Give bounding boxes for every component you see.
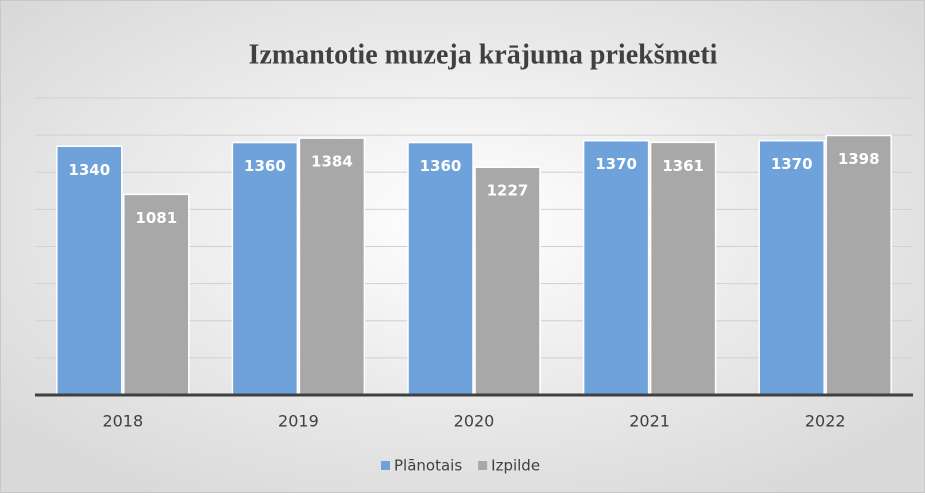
bar [298,137,366,396]
data-label: 1081 [135,209,177,227]
legend-swatch [381,461,390,470]
bar [407,141,474,396]
bar [474,166,541,396]
bar [758,139,825,396]
data-label: 1398 [838,150,880,168]
x-tick-label: 2021 [629,412,670,431]
x-tick-label: 2022 [805,412,846,431]
data-label: 1227 [487,182,529,200]
bar [582,139,650,396]
x-tick-label: 2018 [102,412,143,431]
data-label: 1360 [420,157,462,175]
legend-label: Plānotais [394,457,462,475]
data-label: 1384 [311,153,353,171]
bar [825,134,892,396]
data-label: 1340 [68,161,110,179]
data-label: 1361 [662,157,704,175]
bar [56,145,123,396]
x-tick-label: 2020 [454,412,495,431]
data-label: 1370 [595,155,637,173]
legend-label: Izpilde [491,457,540,475]
bar [231,141,299,396]
legend-swatch [478,461,488,470]
x-tick-label: 2019 [278,412,319,431]
data-label: 1370 [771,155,813,173]
data-label: 1360 [244,157,286,175]
chart-title: Izmantotie muzeja krājuma priekšmeti [249,39,718,70]
bar [649,141,717,396]
